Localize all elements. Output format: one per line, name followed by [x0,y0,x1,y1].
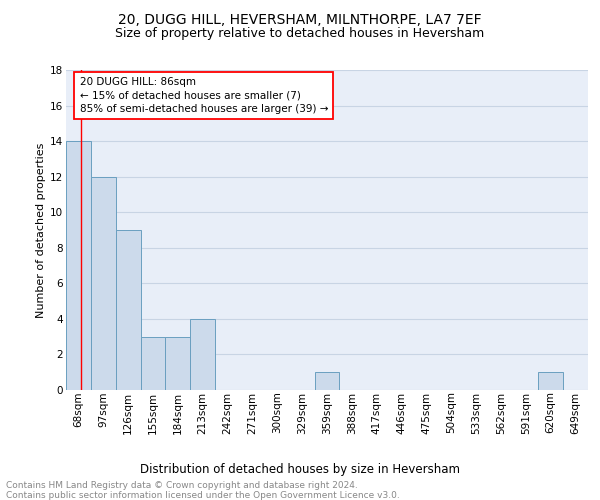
Y-axis label: Number of detached properties: Number of detached properties [36,142,46,318]
Text: 20, DUGG HILL, HEVERSHAM, MILNTHORPE, LA7 7EF: 20, DUGG HILL, HEVERSHAM, MILNTHORPE, LA… [118,12,482,26]
Bar [91,176,116,390]
Text: Size of property relative to detached houses in Heversham: Size of property relative to detached ho… [115,28,485,40]
Text: 20 DUGG HILL: 86sqm
← 15% of detached houses are smaller (7)
85% of semi-detache: 20 DUGG HILL: 86sqm ← 15% of detached ho… [80,77,328,114]
Text: Contains public sector information licensed under the Open Government Licence v3: Contains public sector information licen… [6,491,400,500]
Bar [66,141,91,390]
Bar [190,319,215,390]
Bar [140,336,166,390]
Bar [538,372,563,390]
Text: Distribution of detached houses by size in Heversham: Distribution of detached houses by size … [140,462,460,475]
Bar [314,372,340,390]
Bar [116,230,140,390]
Text: Contains HM Land Registry data © Crown copyright and database right 2024.: Contains HM Land Registry data © Crown c… [6,481,358,490]
Bar [166,336,190,390]
